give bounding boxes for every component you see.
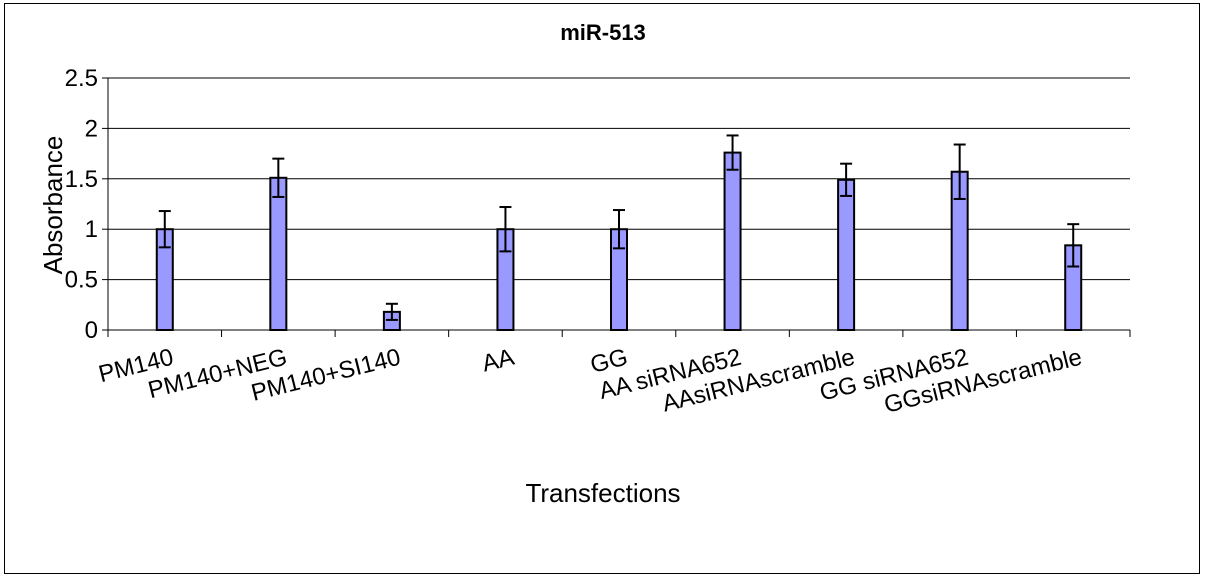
x-tick-label: AA (479, 344, 517, 378)
y-tick-label: 2.5 (65, 65, 98, 92)
error-bars (158, 134, 1080, 321)
chart-title: miR-513 (560, 20, 646, 45)
y-tick-label: 1 (85, 216, 98, 243)
y-tick-label: 0.5 (65, 267, 98, 294)
y-tick-labels: 0 0.5 1 1.5 2 2.5 (65, 65, 98, 344)
y-tick-label: 1.5 (65, 166, 98, 193)
bar-aa-sirna652 (723, 151, 742, 331)
y-tick-label: 2 (85, 115, 98, 142)
bars (155, 151, 1083, 331)
bar-pm140-neg (269, 176, 288, 331)
chart-frame (4, 3, 1200, 574)
y-tick-label: 0 (85, 317, 98, 344)
axes (102, 77, 1131, 337)
bar-aasirnascramble (837, 178, 856, 331)
x-axis-label: Transfections (525, 478, 680, 508)
y-axis-label: Absorbance (38, 136, 68, 275)
